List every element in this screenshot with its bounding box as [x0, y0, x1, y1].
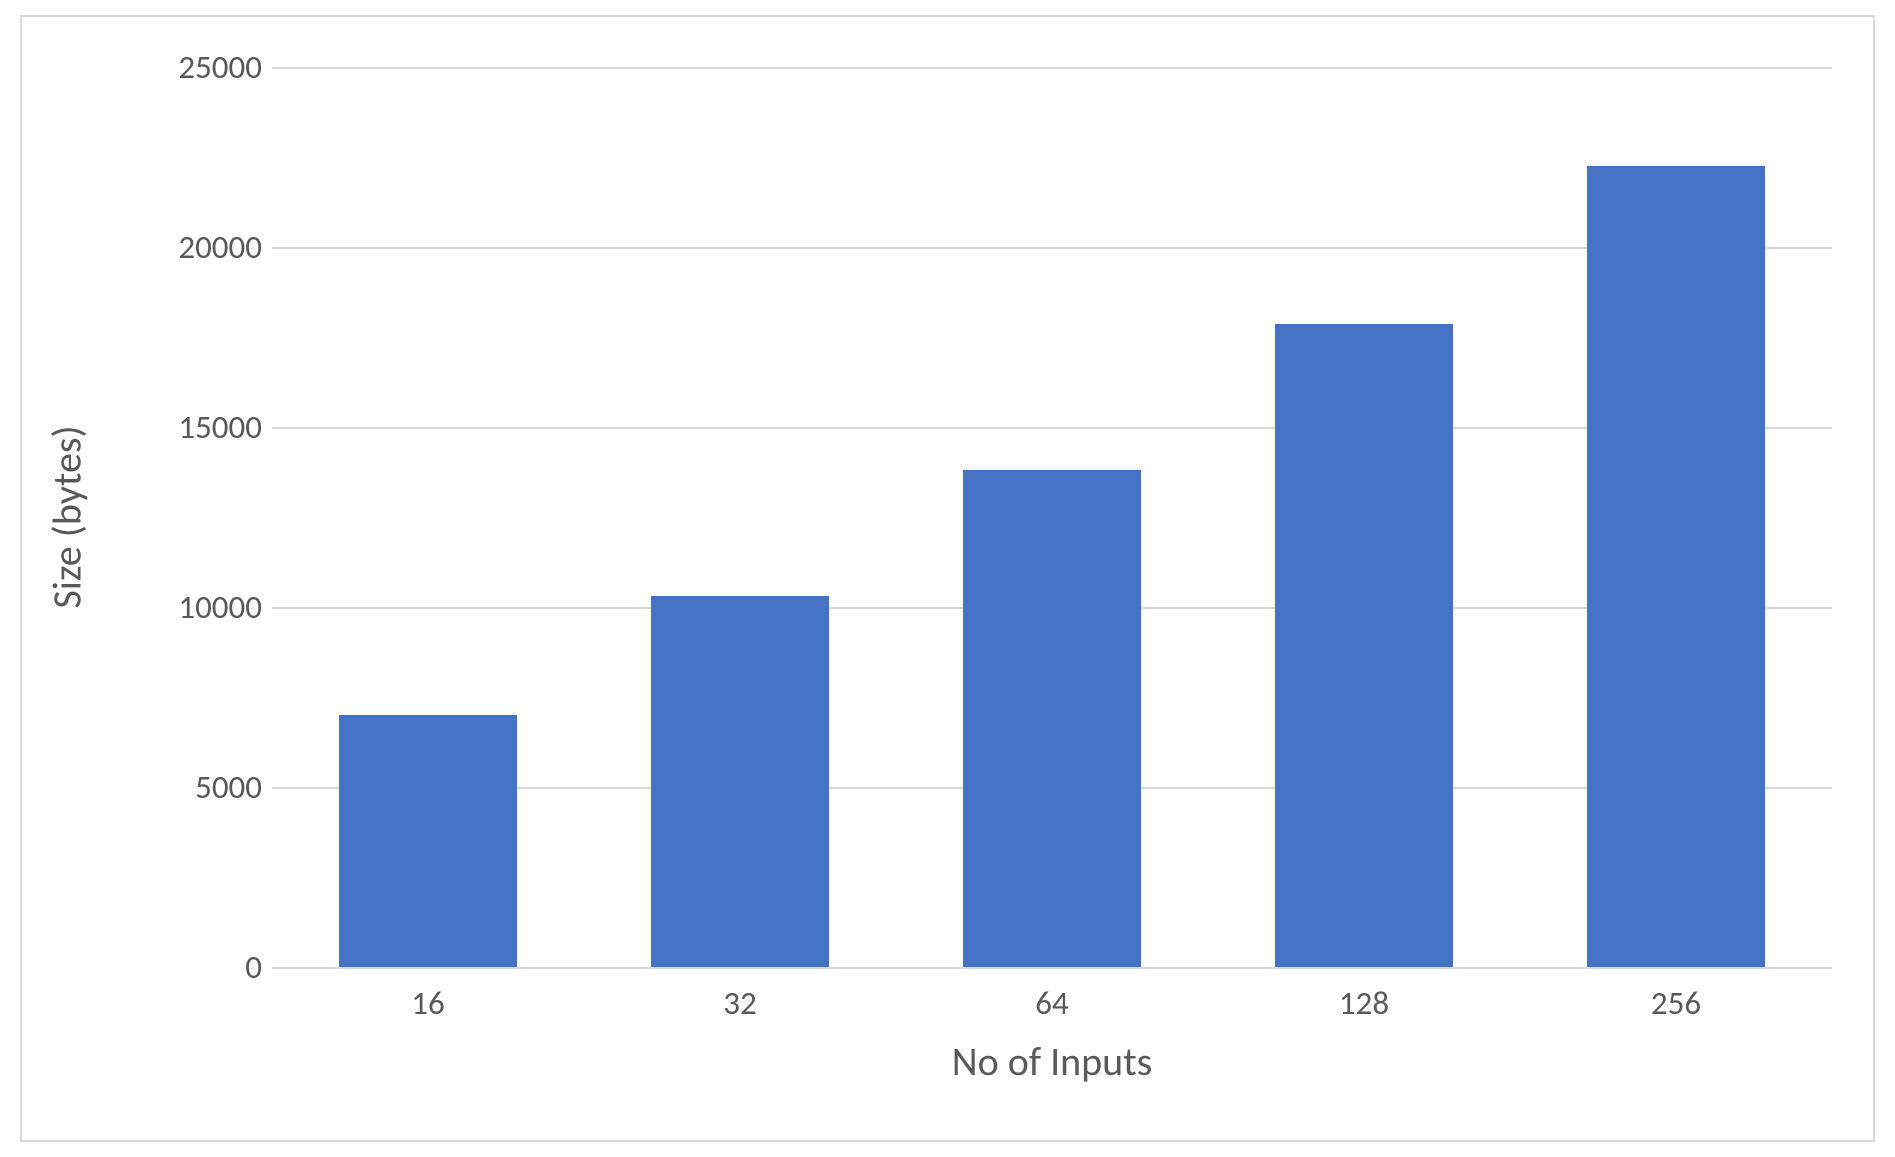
plot-area [272, 67, 1832, 967]
x-tick-label: 64 [1035, 983, 1068, 1023]
y-tick-label: 10000 [122, 587, 262, 627]
bar [1587, 166, 1765, 967]
x-tick-label: 32 [723, 983, 756, 1023]
bar [963, 470, 1141, 967]
bar [651, 596, 829, 967]
bar [1275, 324, 1453, 967]
x-tick-label: 128 [1339, 983, 1389, 1023]
y-tick-label: 5000 [122, 767, 262, 807]
y-tick-label: 20000 [122, 227, 262, 267]
y-tick-label: 0 [122, 947, 262, 987]
x-tick-label: 16 [411, 983, 444, 1023]
y-tick-label: 25000 [122, 47, 262, 87]
x-axis-title: No of Inputs [952, 1037, 1152, 1086]
y-axis-title: Size (bytes) [43, 425, 92, 608]
bar [339, 715, 517, 967]
gridline [272, 67, 1832, 69]
y-tick-label: 15000 [122, 407, 262, 447]
x-tick-label: 256 [1651, 983, 1701, 1023]
chart-container: 0 5000 10000 15000 20000 25000 16 32 64 128 256 Siz… [20, 15, 1875, 1142]
x-axis-baseline [272, 967, 1832, 969]
